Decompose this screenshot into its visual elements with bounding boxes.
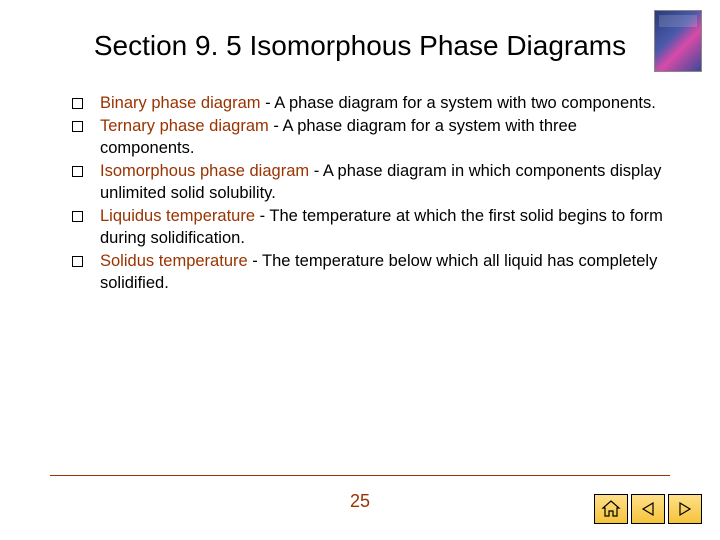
footer-divider	[50, 475, 670, 476]
list-item: Isomorphous phase diagram - A phase diag…	[78, 161, 670, 204]
home-icon	[601, 500, 621, 518]
book-cover-thumbnail	[654, 10, 702, 72]
prev-icon	[639, 501, 657, 517]
next-icon	[676, 501, 694, 517]
next-button[interactable]	[668, 494, 702, 524]
term: Isomorphous phase diagram	[100, 162, 309, 180]
prev-button[interactable]	[631, 494, 665, 524]
list-item: Ternary phase diagram - A phase diagram …	[78, 116, 670, 159]
home-button[interactable]	[594, 494, 628, 524]
list-item: Liquidus temperature - The temperature a…	[78, 206, 670, 249]
term: Liquidus temperature	[100, 207, 255, 225]
list-item: Binary phase diagram - A phase diagram f…	[78, 93, 670, 114]
nav-controls	[594, 494, 702, 524]
term: Ternary phase diagram	[100, 117, 269, 135]
term-description: - A phase diagram for a system with two …	[261, 94, 656, 112]
list-item: Solidus temperature - The temperature be…	[78, 251, 670, 294]
term: Binary phase diagram	[100, 94, 261, 112]
term: Solidus temperature	[100, 252, 248, 270]
definition-list: Binary phase diagram - A phase diagram f…	[50, 93, 670, 294]
slide-title: Section 9. 5 Isomorphous Phase Diagrams	[90, 28, 630, 63]
